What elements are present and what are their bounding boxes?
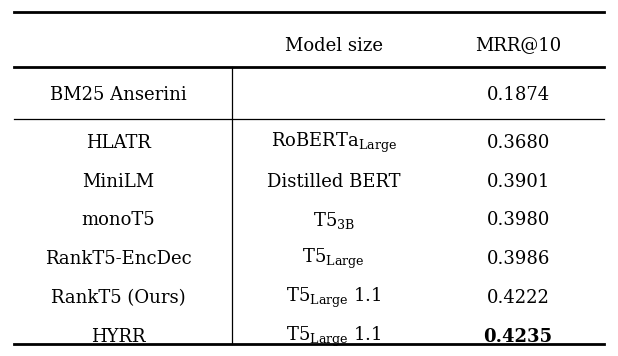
Text: RankT5 (Ours): RankT5 (Ours) xyxy=(51,289,185,307)
Text: HYRR: HYRR xyxy=(91,328,145,346)
Text: T5$_\mathregular{3B}$: T5$_\mathregular{3B}$ xyxy=(313,210,355,231)
Text: MRR@10: MRR@10 xyxy=(475,37,561,54)
Text: 0.1874: 0.1874 xyxy=(486,86,550,104)
Text: 0.4235: 0.4235 xyxy=(484,328,552,346)
Text: T5$_\mathregular{Large}$ 1.1: T5$_\mathregular{Large}$ 1.1 xyxy=(286,325,381,349)
Text: 0.4222: 0.4222 xyxy=(487,289,549,307)
Text: monoT5: monoT5 xyxy=(82,211,155,229)
Text: 0.3986: 0.3986 xyxy=(486,250,550,268)
Text: Model size: Model size xyxy=(285,37,383,54)
Text: 0.3680: 0.3680 xyxy=(486,134,550,152)
Text: Distilled BERT: Distilled BERT xyxy=(267,173,400,190)
Text: MiniLM: MiniLM xyxy=(82,173,154,190)
Text: BM25 Anserini: BM25 Anserini xyxy=(50,86,187,104)
Text: T5$_\mathregular{Large}$ 1.1: T5$_\mathregular{Large}$ 1.1 xyxy=(286,286,381,310)
Text: HLATR: HLATR xyxy=(86,134,151,152)
Text: RoBERTa$_\mathregular{Large}$: RoBERTa$_\mathregular{Large}$ xyxy=(271,131,397,155)
Text: 0.3901: 0.3901 xyxy=(486,173,550,190)
Text: RankT5-EncDec: RankT5-EncDec xyxy=(45,250,192,268)
Text: 0.3980: 0.3980 xyxy=(486,211,550,229)
Text: T5$_\mathregular{Large}$: T5$_\mathregular{Large}$ xyxy=(302,247,365,271)
